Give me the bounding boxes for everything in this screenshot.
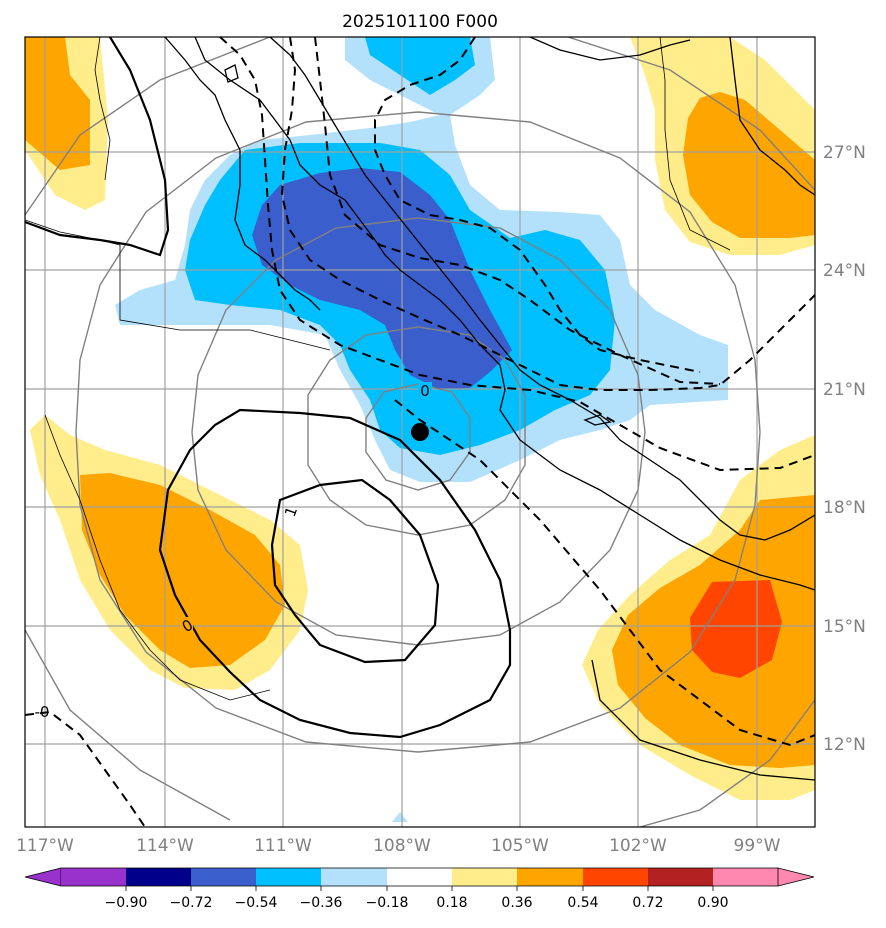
- mainland-coast: [269, 37, 815, 541]
- colorbar-extend-low: [24, 867, 62, 887]
- lon-label-99w: 99°W: [734, 836, 781, 856]
- latitude-labels: 27°N 24°N 21°N 18°N 15°N 12°N: [823, 143, 866, 755]
- colorbar-bin-3: [191, 868, 256, 886]
- dashed-contour-5: [394, 399, 815, 747]
- storm-center-marker: [411, 423, 429, 441]
- map-area: 0 1 0 -0: [25, 37, 815, 827]
- negative-anomaly-deepsky: [365, 37, 475, 95]
- mexico-interior-border: [529, 37, 691, 61]
- coast-thin: [25, 37, 731, 701]
- colorbar-bin-6: [387, 868, 452, 886]
- central-america-border: [591, 659, 815, 781]
- positive-anomaly-orange-nw: [25, 37, 90, 170]
- range-rings: [25, 37, 815, 827]
- colorbar-tick-9: 0.72: [632, 895, 663, 911]
- southern-mexico-coast: [519, 439, 815, 591]
- range-ring-4: [75, 111, 761, 753]
- colorbar-bin-2: [126, 868, 191, 886]
- zero-contour-low: [158, 408, 512, 739]
- colorbar-bin-5: [321, 868, 387, 886]
- contour-label-neg0: -0: [35, 703, 50, 721]
- lat-label-21n: 21°N: [823, 380, 866, 400]
- lon-label-108w: 108°W: [373, 836, 431, 856]
- colorbar-bin-10: [648, 868, 713, 886]
- colorbar-bin-11: [713, 868, 778, 886]
- colorbar-extend-high: [777, 867, 815, 887]
- colorbar-bin-8: [517, 868, 583, 886]
- baja-coast-east: [194, 37, 521, 441]
- map-title: 2025101100 F000: [342, 12, 498, 32]
- map-frame: [24, 36, 816, 828]
- lat-label-24n: 24°N: [823, 261, 866, 281]
- colorbar-bin-4: [256, 868, 321, 886]
- lat-label-18n: 18°N: [823, 498, 866, 518]
- longitude-labels: 117°W 114°W 111°W 108°W 105°W 102°W 99°W: [16, 836, 781, 856]
- dashed-contour-3: [314, 37, 721, 385]
- colorbar: −0.90 −0.72 −0.54 −0.36 −0.18 0.18 0.36 …: [24, 867, 815, 911]
- gulf-coast: [729, 37, 815, 196]
- positive-anomaly-orange-ne: [683, 92, 815, 238]
- lat-label-12n: 12°N: [823, 735, 866, 755]
- lon-label-111w: 111°W: [254, 836, 312, 856]
- colorbar-tick-6: 0.18: [436, 895, 467, 911]
- range-ring-2: [307, 326, 526, 536]
- zero-contour-west: [25, 37, 170, 257]
- island-2: [583, 414, 612, 426]
- lat-label-27n: 27°N: [823, 143, 866, 163]
- island-1: [224, 64, 239, 83]
- lon-label-117w: 117°W: [16, 836, 74, 856]
- coastlines: [164, 37, 815, 781]
- colorbar-tick-7: 0.36: [501, 895, 532, 911]
- colorbar-tick-5: −0.18: [366, 895, 409, 911]
- range-ring-1: [365, 383, 471, 491]
- lon-label-105w: 105°W: [491, 836, 549, 856]
- colorbar-bin-9: [583, 868, 648, 886]
- colorbar-bin-7: [452, 868, 517, 886]
- range-ring-5d: [639, 699, 815, 827]
- dashed-contour-sw: [25, 710, 146, 827]
- dashed-contours: [25, 37, 815, 827]
- baja-coast-west: [164, 37, 321, 311]
- range-ring-5: [25, 37, 271, 216]
- negative-anomaly-royalblue: [252, 168, 512, 390]
- range-ring-5b: [567, 37, 815, 191]
- dashed-contour-4: [374, 37, 701, 373]
- colorbar-tick-4: −0.36: [300, 895, 343, 911]
- colorbar-tick-3: −0.54: [235, 895, 278, 911]
- dashed-contour-2: [280, 37, 815, 391]
- colorbar-tick-8: 0.54: [567, 895, 598, 911]
- colorbar-tick-1: −0.90: [105, 895, 148, 911]
- graticule: [25, 37, 815, 827]
- contour-label-0a: 0: [420, 382, 430, 400]
- dashed-contour-1: [219, 37, 815, 472]
- one-contour: [270, 478, 440, 664]
- lon-label-114w: 114°W: [136, 836, 194, 856]
- colorbar-tick-10: 0.90: [697, 895, 728, 911]
- range-ring-5c: [25, 629, 231, 821]
- lon-label-102w: 102°W: [609, 836, 667, 856]
- negative-anomaly-lightblue-s: [392, 812, 408, 822]
- solid-contours: [25, 37, 512, 739]
- colorbar-tick-2: −0.72: [170, 895, 213, 911]
- colorbar-bin-1: [61, 868, 126, 886]
- positive-anomaly-orange-sw: [80, 473, 285, 668]
- positive-anomaly-red-se: [690, 580, 782, 678]
- lat-label-15n: 15°N: [823, 617, 866, 637]
